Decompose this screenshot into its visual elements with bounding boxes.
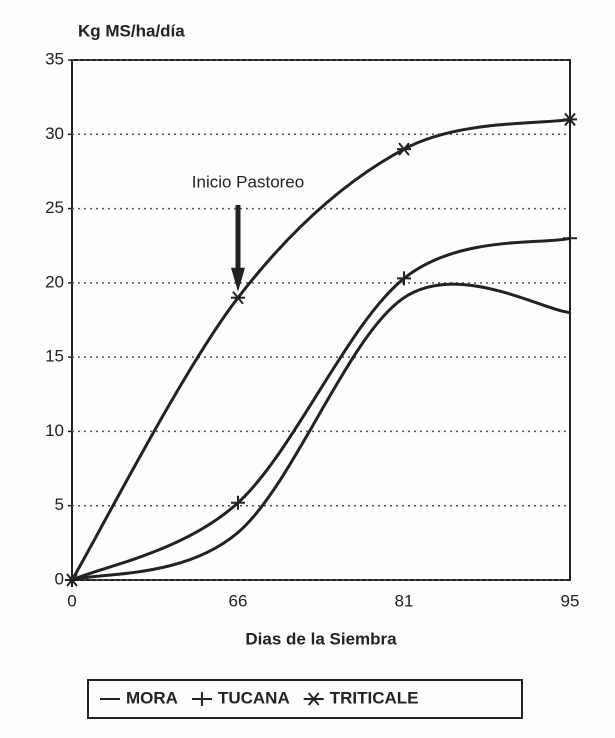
x-tick-label: 0 — [67, 591, 76, 610]
marker — [563, 231, 577, 246]
x-axis-label: Dias de la Siembra — [245, 629, 397, 648]
y-tick-label: 25 — [45, 198, 64, 217]
y-tick-label: 0 — [55, 569, 64, 588]
legend-label: MORA — [126, 688, 178, 707]
y-tick-label: 30 — [45, 124, 64, 143]
legend-box — [87, 679, 523, 719]
y-tick-label: 20 — [45, 272, 64, 291]
y-tick-label: 15 — [45, 347, 64, 366]
series-line — [71, 282, 571, 582]
marker — [306, 692, 321, 706]
y-tick-label: 35 — [45, 49, 64, 68]
annotation: Inicio Pastoreo — [192, 172, 304, 191]
annotation-arrowhead — [231, 267, 245, 292]
series-line — [70, 117, 571, 581]
legend-label: TRITICALE — [330, 688, 419, 707]
marker — [65, 573, 79, 587]
marker — [397, 142, 411, 156]
legend-label: TUCANA — [218, 688, 290, 707]
marker — [231, 291, 245, 305]
y-axis-label: Kg MS/ha/día — [78, 21, 185, 40]
x-tick-label: 66 — [229, 591, 248, 610]
y-tick-label: 5 — [55, 495, 64, 514]
x-tick-label: 95 — [561, 591, 580, 610]
y-tick-label: 10 — [45, 421, 64, 440]
marker — [231, 495, 245, 510]
plot-frame — [71, 59, 571, 581]
x-tick-label: 81 — [395, 591, 414, 610]
series-line — [71, 236, 571, 582]
marker — [194, 692, 209, 706]
marker — [397, 271, 411, 286]
marker — [563, 112, 577, 127]
